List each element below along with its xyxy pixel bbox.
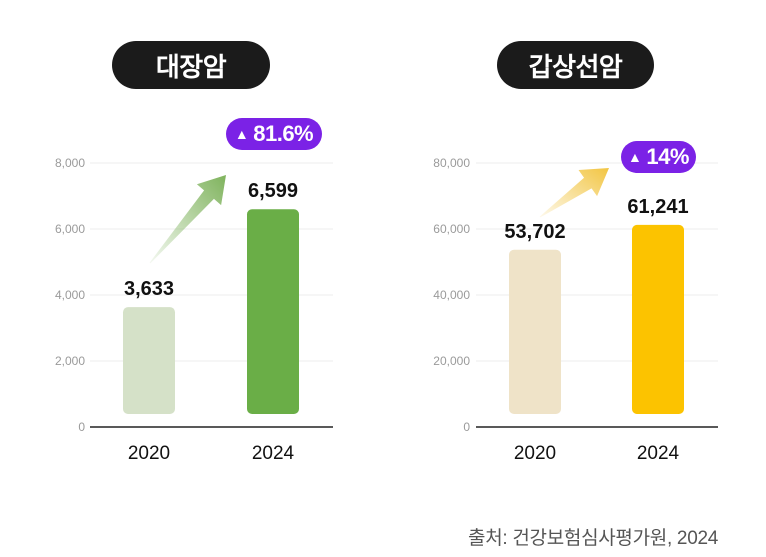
bar-value-label: 61,241 [627, 196, 688, 218]
y-tick-label: 60,000 [433, 222, 470, 236]
y-tick-label: 4,000 [55, 288, 85, 302]
bar-2024 [247, 209, 299, 414]
chart-title-colorectal: 대장암 [112, 41, 270, 89]
source-caption: 출처: 건강보험심사평가원, 2024 [468, 528, 718, 549]
y-tick-label: 8,000 [55, 156, 85, 170]
increase-badge-label: 81.6% [253, 121, 314, 146]
bar-2020 [123, 307, 175, 414]
bar-2024 [632, 224, 684, 414]
trend-arrow-icon [149, 175, 226, 264]
bar-value-label: 6,599 [248, 180, 298, 202]
up-triangle-icon: ▲ [628, 149, 642, 165]
bar-value-label: 3,633 [124, 278, 174, 300]
bar-value-label: 53,702 [504, 221, 565, 243]
increase-badge-thyroid: ▲ 14% [621, 141, 696, 173]
y-tick-label: 6,000 [55, 222, 85, 236]
y-tick-label: 40,000 [433, 288, 470, 302]
y-tick-label: 0 [78, 420, 85, 434]
x-category-label: 2020 [514, 443, 556, 464]
chart-colorectal-cancer: 0 2,000 4,000 6,000 8,000 3,633 2020 6,599 2024 [55, 156, 333, 464]
y-tick-label: 0 [463, 420, 470, 434]
y-tick-label: 2,000 [55, 354, 85, 368]
up-triangle-icon: ▲ [234, 126, 249, 142]
x-category-label: 2020 [128, 443, 170, 464]
increase-badge-colorectal: ▲ 81.6% [226, 118, 322, 150]
chart-thyroid-cancer: 0 20,000 40,000 60,000 80,000 53,702 2020 61,24… [433, 156, 718, 464]
x-category-label: 2024 [637, 443, 680, 464]
y-tick-label: 80,000 [433, 156, 470, 170]
increase-badge-label: 14% [646, 144, 689, 169]
bar-2020 [509, 249, 561, 414]
trend-arrow-icon [539, 168, 609, 218]
x-category-label: 2024 [252, 443, 295, 464]
y-tick-label: 20,000 [433, 354, 470, 368]
chart-title-thyroid: 갑상선암 [497, 41, 654, 89]
